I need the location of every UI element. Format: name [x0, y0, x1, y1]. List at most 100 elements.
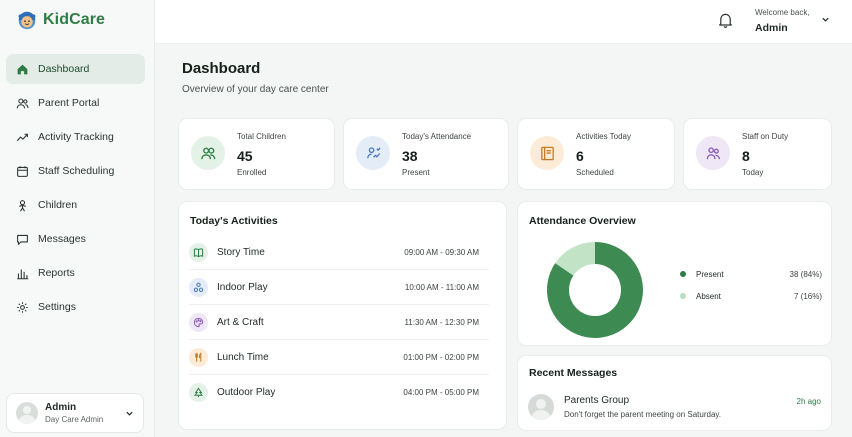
chevron-down-icon[interactable]: [821, 15, 830, 24]
sidebar-item-messages[interactable]: Messages: [6, 224, 145, 254]
stat-card-activities[interactable]: Activities Today 6 Scheduled: [517, 118, 675, 190]
user-role: Day Care Admin: [45, 415, 104, 424]
stat-card-staff[interactable]: Staff on Duty 8 Today: [683, 118, 832, 190]
stat-icon-wrap: [356, 136, 390, 170]
sidebar-item-settings[interactable]: Settings: [6, 292, 145, 322]
sidebar-item-children[interactable]: Children: [6, 190, 145, 220]
page-subtitle: Overview of your day care center: [182, 84, 329, 95]
activity-name: Story Time: [217, 246, 265, 258]
sidebar-item-label: Messages: [38, 233, 86, 245]
activity-time: 04:00 PM - 05:00 PM: [403, 388, 479, 397]
stat-icon-wrap: [191, 136, 225, 170]
chevron-down-icon: [126, 411, 133, 416]
list-item[interactable]: Lunch Time 01:00 PM - 02:00 PM: [189, 340, 489, 375]
user-name: Admin: [45, 402, 77, 413]
legend-label: Present: [696, 269, 724, 279]
activity-name: Indoor Play: [217, 281, 268, 293]
stat-sub: Present: [402, 168, 430, 177]
messages-title: Recent Messages: [529, 367, 618, 379]
book-open-icon: [193, 247, 204, 257]
calendar-icon: [17, 165, 28, 177]
sidebar-item-activity-tracking[interactable]: Activity Tracking: [6, 122, 145, 152]
attendance-donut-chart: [547, 242, 643, 338]
stat-label: Activities Today: [576, 132, 631, 141]
stat-value: 8: [742, 148, 750, 164]
list-item[interactable]: Art & Craft 11:30 AM - 12:30 PM: [189, 305, 489, 340]
sidebar-item-dashboard[interactable]: Dashboard: [6, 54, 145, 84]
legend-label: Absent: [696, 291, 721, 301]
stat-icon-wrap: [696, 136, 730, 170]
brand[interactable]: KidCare: [16, 9, 105, 31]
sidebar-item-label: Settings: [38, 301, 76, 313]
stat-sub: Today: [742, 168, 764, 177]
tree-icon: [193, 387, 204, 398]
message-icon: [17, 234, 28, 245]
welcome-label: Welcome back,: [755, 8, 810, 17]
avatar: [528, 394, 554, 420]
activities-panel: Today's Activities Story Time 09:00 AM -…: [178, 201, 507, 430]
legend-item-present: Present 38 (84%): [680, 267, 822, 281]
welcome-block[interactable]: Welcome back, Admin: [755, 8, 810, 34]
bell-icon[interactable]: [718, 12, 733, 28]
list-item[interactable]: Indoor Play 10:00 AM - 11:00 AM: [189, 270, 489, 305]
donut-slice-absent: [555, 242, 595, 276]
attendance-title: Attendance Overview: [529, 215, 636, 227]
sidebar-item-label: Staff Scheduling: [38, 165, 115, 177]
legend-dot: [680, 271, 686, 277]
message-time: 2h ago: [796, 397, 821, 406]
stat-label: Total Children: [237, 132, 286, 141]
palette-icon: [193, 317, 204, 327]
stat-card-attendance[interactable]: Today's Attendance 38 Present: [343, 118, 509, 190]
sidebar-nav: Dashboard Parent Portal Activity Trackin…: [6, 54, 145, 326]
sidebar-item-staff-scheduling[interactable]: Staff Scheduling: [6, 156, 145, 186]
stat-label: Today's Attendance: [402, 132, 472, 141]
blocks-icon: [193, 282, 204, 292]
top-header: Welcome back, Admin: [155, 0, 852, 44]
trend-icon: [16, 133, 28, 141]
sidebar-item-label: Children: [38, 199, 78, 211]
message-sender[interactable]: Parents Group: [564, 395, 630, 406]
children-icon: [200, 147, 215, 159]
sidebar-item-label: Activity Tracking: [38, 131, 114, 143]
activity-icon-wrap: [189, 242, 208, 262]
gear-icon: [17, 301, 28, 313]
activity-icon-wrap: [189, 383, 208, 402]
activities-title: Today's Activities: [190, 215, 278, 227]
bar-chart-icon: [17, 268, 29, 279]
attendance-icon: [366, 146, 381, 158]
staff-icon: [706, 146, 720, 159]
stat-value: 45: [237, 148, 253, 164]
sidebar-item-parent-portal[interactable]: Parent Portal: [6, 88, 145, 118]
activity-name: Lunch Time: [217, 351, 269, 363]
activity-name: Outdoor Play: [217, 387, 276, 398]
activity-time: 11:30 AM - 12:30 PM: [404, 317, 479, 327]
activity-icon-wrap: [189, 277, 208, 297]
list-item[interactable]: Story Time 09:00 AM - 09:30 AM: [189, 235, 489, 270]
sidebar-item-reports[interactable]: Reports: [6, 258, 145, 288]
message-preview[interactable]: Don't forget the parent meeting on Satur…: [564, 410, 722, 419]
avatar: [16, 402, 38, 424]
stat-label: Staff on Duty: [742, 132, 789, 141]
legend-value: 7 (16%): [793, 291, 822, 301]
sidebar: KidCare Dashboard Parent Portal Activity…: [0, 0, 155, 437]
legend-value: 38 (84%): [789, 269, 822, 279]
list-item[interactable]: Outdoor Play 04:00 PM - 05:00 PM: [189, 375, 489, 410]
user-menu[interactable]: Admin Day Care Admin: [6, 393, 144, 433]
stat-value: 38: [402, 148, 418, 164]
child-icon: [19, 199, 26, 211]
stat-value: 6: [576, 148, 584, 164]
activity-time: 10:00 AM - 11:00 AM: [404, 282, 479, 292]
legend-item-absent: Absent 7 (16%): [680, 289, 822, 303]
attendance-panel: Attendance Overview Present 38 (84%) Abs…: [517, 201, 832, 346]
sidebar-item-label: Reports: [38, 267, 75, 279]
kidcare-logo-icon: [18, 11, 36, 30]
activity-name: Art & Craft: [217, 316, 264, 328]
brand-name: KidCare: [43, 11, 106, 28]
book-icon: [540, 146, 554, 160]
activity-time: 09:00 AM - 09:30 AM: [404, 247, 479, 257]
activity-icon-wrap: [189, 312, 208, 332]
stat-sub: Scheduled: [576, 168, 614, 177]
users-icon: [16, 98, 29, 108]
stat-sub: Enrolled: [237, 168, 267, 177]
stat-card-total-children[interactable]: Total Children 45 Enrolled: [178, 118, 335, 190]
